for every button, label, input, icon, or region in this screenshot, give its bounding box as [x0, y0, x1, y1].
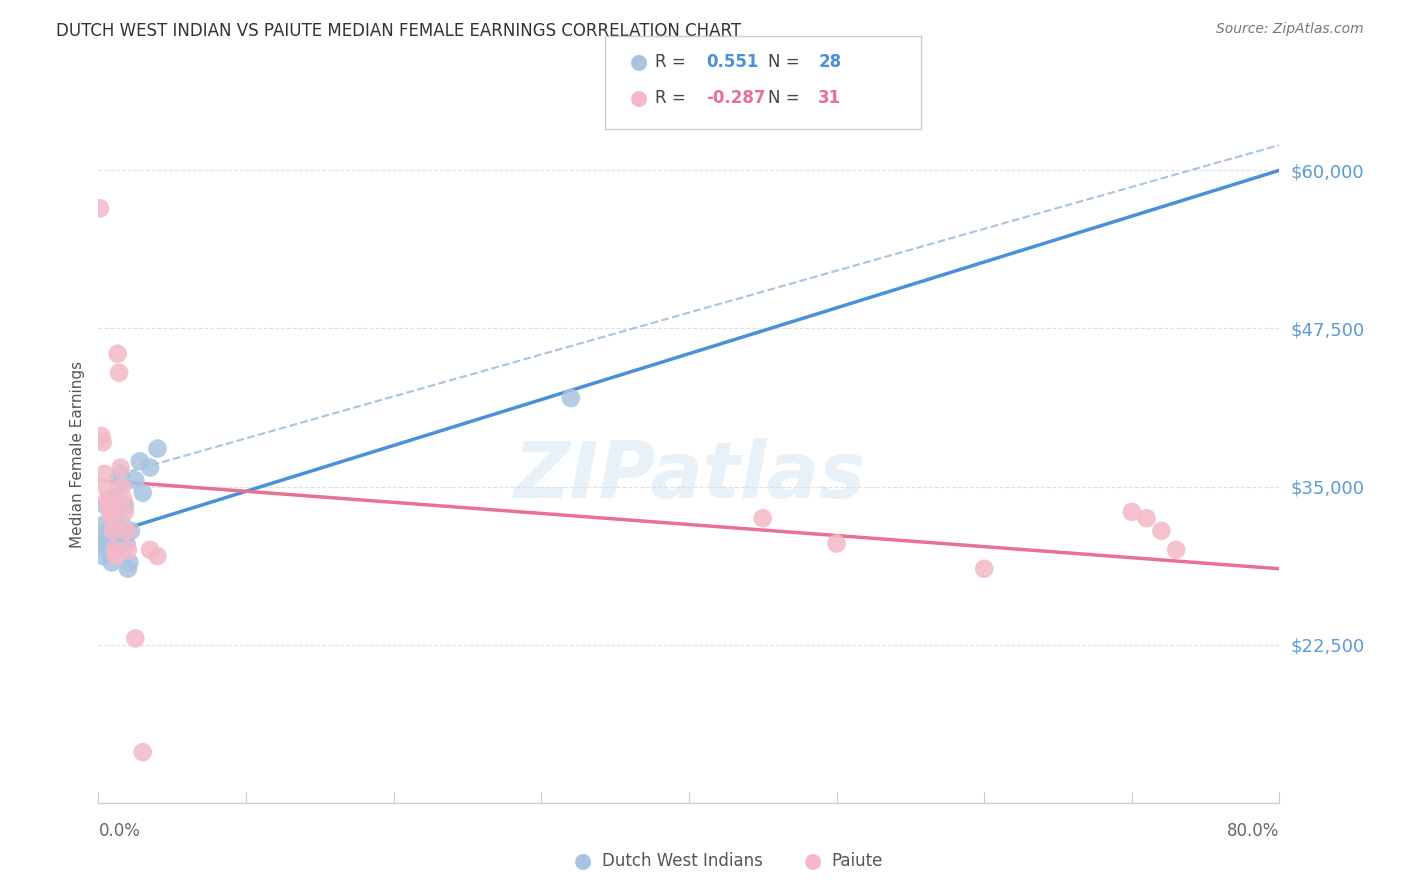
- Text: ●: ●: [804, 851, 821, 871]
- Point: [105, 505, 128, 519]
- Point: [93, 517, 115, 532]
- Text: ZIPatlas: ZIPatlas: [513, 438, 865, 514]
- Point: [118, 556, 141, 570]
- Point: [114, 505, 136, 519]
- Point: [97, 499, 120, 513]
- Point: [115, 524, 138, 538]
- Point: [112, 530, 135, 544]
- Point: [973, 562, 995, 576]
- Text: ●: ●: [630, 88, 648, 108]
- Point: [825, 536, 848, 550]
- Text: 0.0%: 0.0%: [98, 822, 141, 839]
- Point: [560, 391, 582, 405]
- Text: DUTCH WEST INDIAN VS PAIUTE MEDIAN FEMALE EARNINGS CORRELATION CHART: DUTCH WEST INDIAN VS PAIUTE MEDIAN FEMAL…: [56, 22, 741, 40]
- Text: 0.551: 0.551: [706, 54, 758, 71]
- Point: [89, 201, 111, 215]
- Point: [146, 549, 169, 563]
- Text: 28: 28: [818, 54, 841, 71]
- Point: [132, 486, 155, 500]
- Point: [110, 460, 132, 475]
- Point: [100, 511, 122, 525]
- Point: [104, 542, 127, 557]
- Point: [110, 467, 132, 481]
- Point: [105, 549, 128, 563]
- Point: [93, 467, 115, 481]
- Point: [117, 542, 139, 557]
- Point: [112, 492, 135, 507]
- Point: [103, 511, 125, 525]
- Point: [1164, 542, 1187, 557]
- Text: 31: 31: [818, 89, 841, 107]
- Point: [91, 435, 114, 450]
- Point: [104, 542, 127, 557]
- Point: [100, 556, 122, 570]
- Text: N =: N =: [768, 89, 804, 107]
- Y-axis label: Median Female Earnings: Median Female Earnings: [69, 361, 84, 549]
- Text: ●: ●: [575, 851, 592, 871]
- Point: [91, 549, 114, 563]
- Point: [108, 366, 131, 380]
- Text: R =: R =: [655, 89, 692, 107]
- Text: N =: N =: [768, 54, 804, 71]
- Point: [111, 517, 134, 532]
- Point: [90, 530, 112, 544]
- Point: [124, 632, 146, 646]
- Point: [1121, 505, 1143, 519]
- Point: [98, 492, 121, 507]
- Point: [111, 479, 134, 493]
- Point: [139, 460, 162, 475]
- Text: R =: R =: [655, 54, 692, 71]
- Point: [120, 524, 142, 538]
- Point: [96, 492, 118, 507]
- Point: [94, 499, 117, 513]
- Point: [117, 562, 139, 576]
- Text: 80.0%: 80.0%: [1227, 822, 1279, 839]
- Point: [124, 473, 146, 487]
- Text: -0.287: -0.287: [706, 89, 765, 107]
- Point: [115, 536, 138, 550]
- Point: [751, 511, 773, 525]
- Point: [107, 347, 129, 361]
- Point: [146, 442, 169, 456]
- Point: [132, 745, 155, 759]
- Text: ●: ●: [630, 53, 648, 72]
- Point: [96, 542, 118, 557]
- Point: [107, 530, 129, 544]
- Text: Paiute: Paiute: [831, 852, 883, 870]
- Point: [97, 524, 120, 538]
- Point: [108, 479, 131, 493]
- Point: [114, 499, 136, 513]
- Point: [89, 536, 111, 550]
- Point: [98, 505, 121, 519]
- Point: [94, 479, 117, 493]
- Point: [139, 542, 162, 557]
- Point: [90, 429, 112, 443]
- Point: [1135, 511, 1157, 525]
- Point: [103, 524, 125, 538]
- Text: Source: ZipAtlas.com: Source: ZipAtlas.com: [1216, 22, 1364, 37]
- Point: [1150, 524, 1173, 538]
- Point: [128, 454, 150, 468]
- Text: Dutch West Indians: Dutch West Indians: [602, 852, 762, 870]
